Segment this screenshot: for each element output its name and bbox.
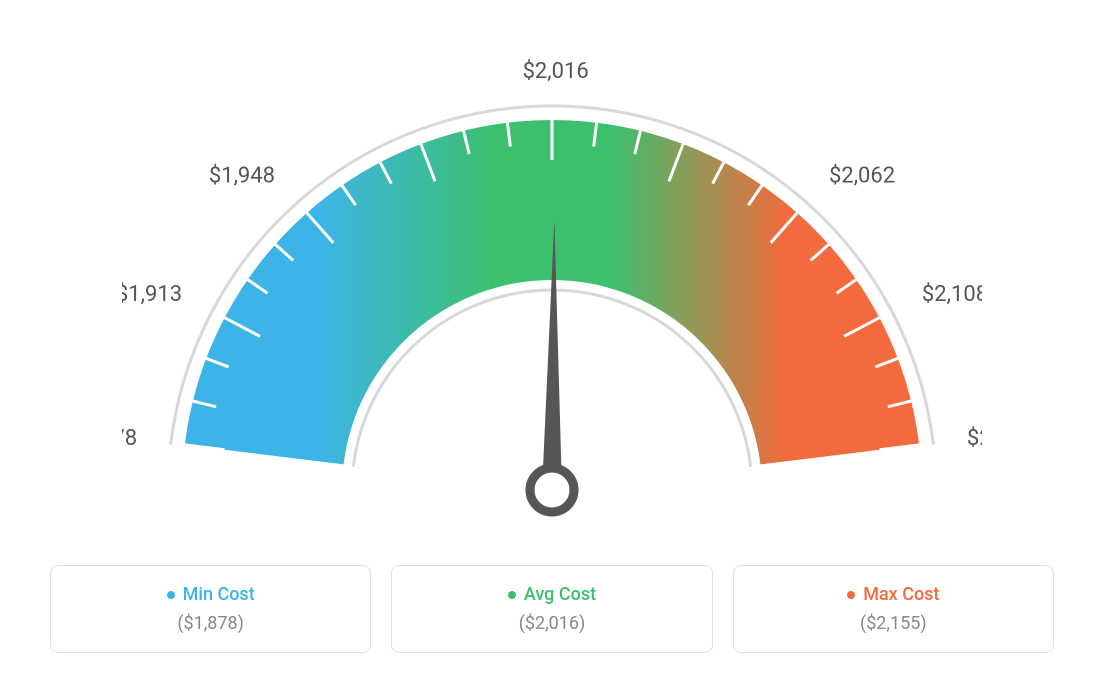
gauge-tick-label: $2,062 (829, 164, 895, 189)
legend-row: Min Cost ($1,878) Avg Cost ($2,016) Max … (20, 565, 1084, 653)
gauge-needle-hub (530, 468, 574, 512)
legend-value-avg: ($2,016) (412, 613, 691, 634)
legend-card-avg: Avg Cost ($2,016) (391, 565, 712, 653)
legend-text-max: Max Cost (863, 584, 939, 605)
gauge-tick-label: $2,016 (523, 59, 589, 84)
gauge-tick-label: $2,108 (922, 282, 982, 307)
legend-dot-max (847, 591, 855, 599)
gauge-area: $1,878 $1,913 $1,948 $2,016 $2,062 $2,108 $2,1… (20, 20, 1084, 540)
legend-text-min: Min Cost (183, 584, 255, 605)
legend-value-min: ($1,878) (71, 613, 350, 634)
gauge-tick-label: $1,913 (122, 282, 182, 307)
gauge-tick-label: $1,878 (122, 426, 137, 451)
legend-dot-min (167, 591, 175, 599)
legend-text-avg: Avg Cost (524, 584, 596, 605)
legend-value-max: ($2,155) (754, 613, 1033, 634)
legend-card-max: Max Cost ($2,155) (733, 565, 1054, 653)
chart-container: $1,878 $1,913 $1,948 $2,016 $2,062 $2,108 $2,1… (0, 0, 1104, 690)
gauge-tick-label: $2,155 (967, 426, 982, 451)
gauge-svg: $1,878 $1,913 $1,948 $2,016 $2,062 $2,108 $2,1… (122, 40, 982, 560)
legend-label-max: Max Cost (754, 584, 1033, 605)
gauge-tick-label: $1,948 (209, 164, 275, 189)
legend-label-avg: Avg Cost (412, 584, 691, 605)
legend-label-min: Min Cost (71, 584, 350, 605)
legend-card-min: Min Cost ($1,878) (50, 565, 371, 653)
legend-dot-avg (508, 591, 516, 599)
